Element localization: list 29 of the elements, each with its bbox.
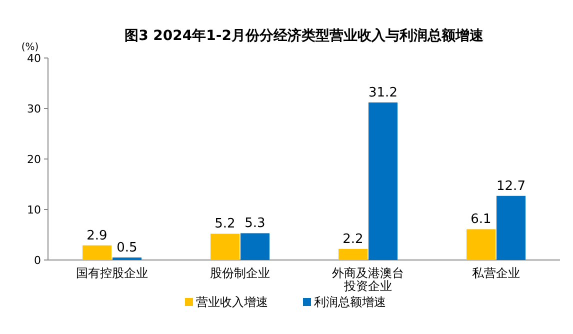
- x-tick-label: 国有控股企业: [76, 266, 148, 280]
- y-tick-label: 10: [27, 204, 41, 216]
- data-label: 2.2: [342, 232, 364, 247]
- bar: [496, 196, 526, 260]
- x-tick-label: 私营企业: [472, 266, 520, 280]
- y-tick-label: 0: [34, 254, 41, 267]
- data-label: 12.7: [496, 178, 526, 194]
- data-label: 5.3: [244, 216, 266, 232]
- y-tick-label: 20: [27, 153, 41, 166]
- data-label: 31.2: [368, 85, 398, 100]
- data-label: 0.5: [116, 240, 138, 256]
- y-tick-label: 30: [27, 102, 41, 116]
- bar: [82, 245, 112, 260]
- bar: [112, 257, 142, 260]
- bar: [466, 229, 496, 260]
- legend-label: 营业收入增速: [196, 295, 268, 309]
- bar: [368, 102, 398, 260]
- x-tick-label: 股份制企业: [210, 266, 270, 280]
- chart-title: 图3 2024年1-2月份分经济类型营业收入与利润总额增速: [124, 27, 484, 44]
- bar: [240, 233, 270, 260]
- legend-label: 利润总额增速: [314, 295, 386, 309]
- data-label: 2.9: [86, 228, 108, 244]
- bar: [210, 234, 240, 260]
- bar: [338, 248, 368, 260]
- y-axis-title: (%): [21, 42, 39, 53]
- y-tick-label: 40: [27, 52, 41, 65]
- data-label: 5.2: [214, 216, 236, 232]
- data-label: 6.1: [470, 212, 492, 228]
- x-tick-label: 外商及港澳台投资企业: [332, 266, 404, 293]
